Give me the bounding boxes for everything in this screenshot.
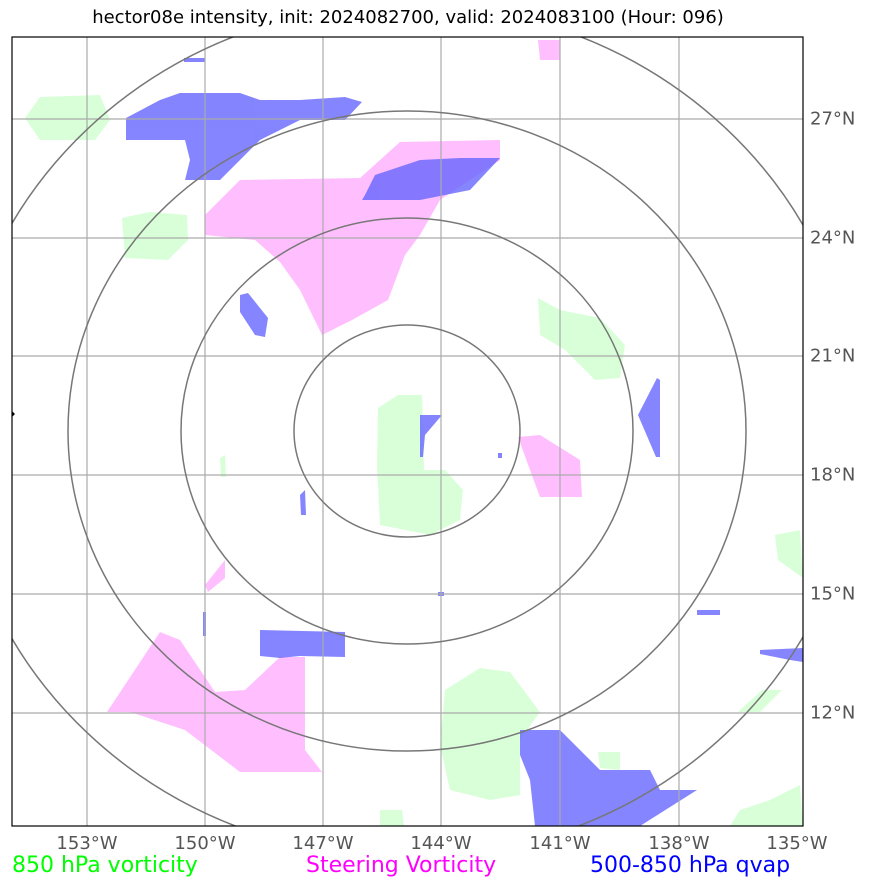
steering-vorticity-layer bbox=[107, 40, 582, 772]
x-tick-label: 150°W bbox=[174, 833, 236, 854]
legend-steering-vorticity: Steering Vorticity bbox=[306, 853, 497, 878]
y-tick-label: 12°N bbox=[810, 702, 856, 724]
x-tick-label: 141°W bbox=[529, 833, 591, 854]
legend-vorticity-850: 850 hPa vorticity bbox=[12, 853, 198, 878]
y-tick-label: 27°N bbox=[810, 108, 856, 130]
y-tick-label: 18°N bbox=[810, 464, 856, 486]
y-tick-label: 15°N bbox=[810, 583, 856, 605]
x-tick-label: 135°W bbox=[766, 833, 828, 854]
gridlines bbox=[12, 37, 803, 826]
x-tick-label: 138°W bbox=[648, 833, 710, 854]
storm-marker-icon bbox=[12, 411, 15, 417]
y-tick-label: 21°N bbox=[810, 345, 856, 367]
plot-frame bbox=[11, 36, 804, 827]
x-tick-label: 153°W bbox=[56, 833, 118, 854]
range-rings bbox=[12, 37, 803, 826]
y-tick-label: 24°N bbox=[810, 227, 856, 249]
qvap-layer bbox=[126, 58, 803, 826]
x-tick-label: 144°W bbox=[410, 833, 472, 854]
map-title: hector08e intensity, init: 2024082700, v… bbox=[92, 7, 724, 28]
legend-qvap: 500-850 hPa qvap bbox=[590, 853, 791, 878]
x-tick-label: 147°W bbox=[292, 833, 354, 854]
